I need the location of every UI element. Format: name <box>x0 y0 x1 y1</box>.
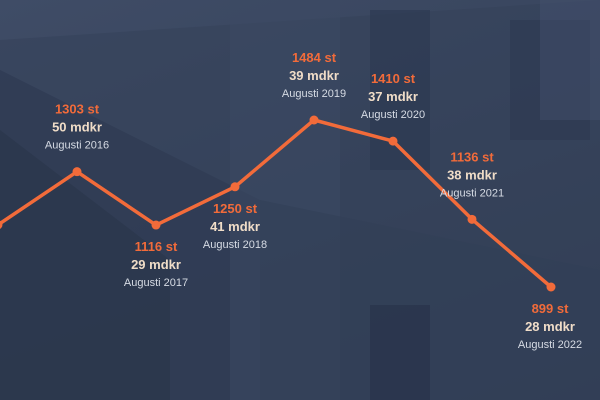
data-label-group: 1250 st 41 mdkr Augusti 2018 <box>203 201 267 251</box>
data-point <box>0 220 3 229</box>
data-label-value: 39 mdkr <box>289 68 339 83</box>
data-label-value: 50 mdkr <box>52 120 102 135</box>
data-label-count: 1484 st <box>292 50 337 65</box>
data-label-value: 29 mdkr <box>131 257 181 272</box>
data-label-group: 1116 st 29 mdkr Augusti 2017 <box>124 239 188 289</box>
data-label-group: 899 st 28 mdkr Augusti 2022 <box>518 301 582 351</box>
data-point <box>309 115 319 125</box>
data-label-group: 1410 st 37 mdkr Augusti 2020 <box>361 71 425 121</box>
data-point <box>546 282 556 292</box>
data-label-value: 41 mdkr <box>210 219 260 234</box>
data-label-period: Augusti 2022 <box>518 339 582 351</box>
data-label-period: Augusti 2018 <box>203 239 267 251</box>
data-label-count: 1303 st <box>55 102 100 117</box>
data-label-count: 1250 st <box>213 201 258 216</box>
data-point <box>151 220 161 230</box>
data-point <box>230 182 240 192</box>
data-point <box>388 136 398 146</box>
data-label-period: Augusti 2019 <box>282 88 346 100</box>
data-label-count: 1136 st <box>450 149 494 164</box>
data-label-value: 38 mdkr <box>447 167 497 182</box>
data-label-group: 1303 st 50 mdkr Augusti 2016 <box>45 102 109 152</box>
data-label-count: 899 st <box>532 301 570 316</box>
data-points <box>0 115 556 292</box>
data-label-count: 1116 st <box>135 239 178 254</box>
data-label-period: Augusti 2021 <box>440 187 504 199</box>
data-label-value: 37 mdkr <box>368 89 418 104</box>
series-line <box>0 118 553 289</box>
data-point <box>72 167 82 177</box>
data-label-count: 1410 st <box>371 71 416 86</box>
data-label-period: Augusti 2016 <box>45 140 109 152</box>
data-label-period: Augusti 2017 <box>124 277 188 289</box>
data-label-group: 1136 st 38 mdkr Augusti 2021 <box>440 149 504 199</box>
data-label-group: 1484 st 39 mdkr Augusti 2019 <box>282 50 346 100</box>
data-label-period: Augusti 2020 <box>361 109 425 121</box>
data-label-value: 28 mdkr <box>525 319 575 334</box>
data-point <box>467 214 477 224</box>
